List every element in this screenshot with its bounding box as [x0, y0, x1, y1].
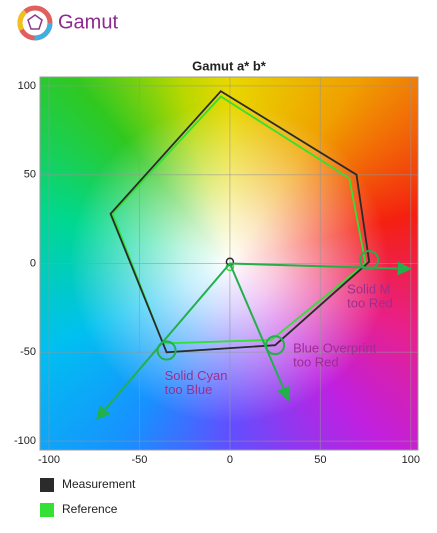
y-tick-label: -50 — [20, 346, 36, 358]
x-tick-label: -100 — [38, 454, 60, 466]
x-tick-label: 50 — [314, 454, 326, 466]
x-tick-label: -50 — [132, 454, 148, 466]
annotation-circle — [265, 335, 286, 356]
annotation-text: too Red — [293, 355, 339, 370]
legend-label: Reference — [62, 502, 118, 516]
y-tick-label: 0 — [30, 257, 36, 269]
annotation-text: too Red — [347, 295, 393, 310]
annotation-text: Blue Overprint — [293, 341, 376, 356]
shift-arrow — [96, 262, 231, 421]
app-title: Gamut — [58, 11, 118, 33]
annotation-text: too Blue — [165, 382, 213, 397]
annotation-circle — [359, 249, 380, 270]
logo — [17, 5, 53, 41]
shift-arrow — [229, 261, 412, 276]
gamut-polygon — [111, 95, 367, 345]
annotation-circle — [156, 340, 177, 361]
gamut-polygon — [109, 90, 371, 354]
x-tick-label: 0 — [227, 454, 233, 466]
chart-title: Gamut a* b* — [192, 58, 267, 73]
legend-swatch — [40, 478, 54, 492]
legend-swatch — [40, 503, 54, 517]
annotation-text: Solid M — [347, 281, 390, 296]
legend-label: Measurement — [62, 477, 136, 491]
shift-arrow — [228, 263, 290, 402]
x-tick-label: 100 — [402, 454, 420, 466]
y-tick-label: 50 — [24, 169, 36, 181]
annotation-text: Solid Cyan — [165, 368, 228, 383]
y-tick-label: 100 — [18, 80, 36, 92]
y-tick-label: -100 — [14, 435, 36, 447]
